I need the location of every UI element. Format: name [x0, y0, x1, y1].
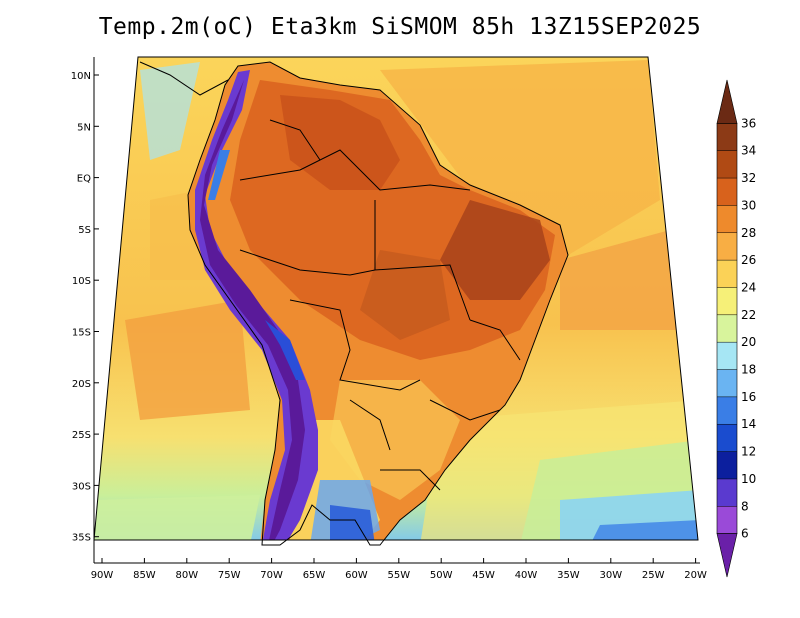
colorbar-swatch — [717, 232, 737, 261]
lon-label: 25W — [642, 570, 665, 581]
lon-label: 20W — [684, 570, 707, 581]
colorbar-label: 36 — [741, 116, 756, 130]
lon-label: 60W — [345, 570, 368, 581]
lat-label: 35S — [72, 533, 91, 544]
colorbar-label: 12 — [741, 445, 756, 459]
lon-label: 75W — [218, 570, 241, 581]
longitude-axis: 90W 85W 80W 75W 70W 65W 60W 55W 50W 45W 40W 35W 30W 2… — [91, 558, 707, 581]
lon-label: 30W — [599, 570, 622, 581]
colorbar-label: 34 — [741, 144, 756, 158]
lat-label: EQ — [77, 174, 91, 185]
colorbar-label: 10 — [741, 472, 756, 486]
colorbar-swatch — [717, 205, 737, 234]
colorbar-swatch — [717, 424, 737, 452]
colorbar-swatch — [717, 314, 737, 343]
lon-label: 40W — [515, 570, 538, 581]
colorbar-label: 24 — [741, 280, 756, 294]
lon-label: 65W — [303, 570, 326, 581]
lon-label: 85W — [133, 570, 156, 581]
lon-label: 70W — [260, 570, 283, 581]
colorbar-swatch — [717, 369, 737, 398]
map-frame — [93, 56, 699, 541]
lat-label: 5S — [78, 225, 91, 236]
colorbar-swatch — [717, 178, 737, 206]
colorbar-min-arrow — [716, 533, 738, 578]
lat-label: 15S — [72, 328, 91, 339]
lat-label: 10S — [72, 276, 91, 287]
lat-label: 30S — [72, 481, 91, 492]
colorbar-label: 32 — [741, 171, 756, 185]
temperature-field — [94, 57, 698, 540]
colorbar-label: 18 — [741, 363, 756, 377]
lat-label: 10N — [71, 71, 91, 82]
colorbar-label: 20 — [741, 335, 756, 349]
colorbar-swatch — [717, 396, 737, 425]
colorbar-swatch — [717, 506, 737, 534]
colorbar-swatch — [717, 342, 737, 370]
colorbar-label: 26 — [741, 253, 756, 267]
lon-label: 80W — [175, 570, 198, 581]
colorbar-swatch — [717, 260, 737, 288]
colorbar-swatch — [717, 150, 737, 179]
lon-label: 45W — [472, 570, 495, 581]
colorbar: 36 34 32 30 28 26 24 22 20 18 16 14 12 10 8 6 — [716, 79, 756, 578]
colorbar-label: 14 — [741, 417, 756, 431]
lon-label: 55W — [387, 570, 410, 581]
lon-label: 90W — [91, 570, 114, 581]
colorbar-swatch — [717, 478, 737, 507]
borders — [139, 61, 569, 546]
lon-label: 50W — [430, 570, 453, 581]
colorbar-label: 22 — [741, 308, 756, 322]
lat-label: 25S — [72, 430, 91, 441]
map-title: Temp.2m(oC) Eta3km SiSMOM 85h 13Z15SEP20… — [98, 14, 702, 40]
colorbar-label: 6 — [741, 527, 749, 541]
lon-label: 35W — [557, 570, 580, 581]
lat-label: 20S — [72, 379, 91, 390]
colorbar-swatch — [717, 287, 737, 316]
colorbar-label: 28 — [741, 226, 756, 240]
colorbar-max-arrow — [716, 79, 738, 124]
colorbar-swatch — [717, 451, 737, 480]
colorbar-label: 16 — [741, 390, 756, 404]
colorbar-label: 8 — [741, 499, 749, 513]
lat-label: 5N — [77, 122, 91, 133]
colorbar-swatch — [717, 123, 737, 152]
colorbar-label: 30 — [741, 198, 756, 212]
latitude-axis: 10N 5N EQ 5S 10S 15S 20S 25S 30S 35S — [71, 71, 99, 544]
